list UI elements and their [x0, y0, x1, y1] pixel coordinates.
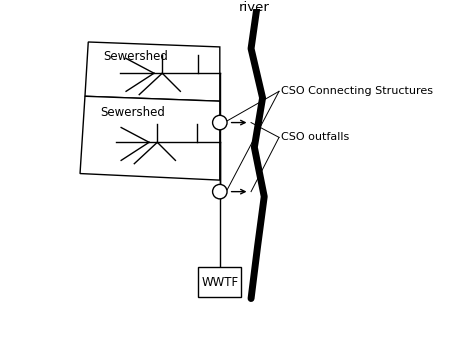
Text: river: river: [239, 1, 270, 14]
Polygon shape: [80, 96, 220, 180]
Bar: [199, 267, 241, 297]
Text: CSO Connecting Structures: CSO Connecting Structures: [281, 86, 433, 96]
Circle shape: [212, 115, 227, 130]
Text: Sewershed: Sewershed: [100, 106, 164, 119]
Circle shape: [212, 185, 227, 199]
Polygon shape: [85, 42, 220, 101]
Text: WWTF: WWTF: [201, 275, 238, 289]
Text: Sewershed: Sewershed: [103, 50, 168, 63]
Text: CSO outfalls: CSO outfalls: [281, 132, 349, 142]
